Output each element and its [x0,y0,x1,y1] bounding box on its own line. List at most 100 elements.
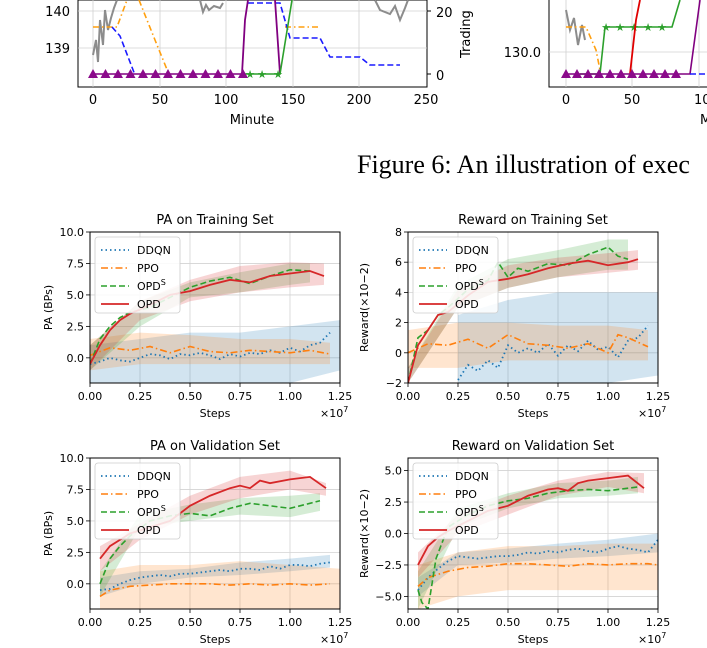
legend-label-opd: OPD [455,298,479,311]
y-tick-label: 2.5 [67,546,85,559]
tr-ytick-0: 130.0 [504,46,541,61]
tr-xtick-2: 100 [694,93,707,108]
triangle-marker [638,69,648,78]
x-tick-label: 0.00 [396,390,421,403]
tr-xtick-0: 0 [562,93,570,108]
y-axis-label: Reward(×10−2) [358,489,371,578]
y-tick-label: 0.0 [385,528,403,541]
legend-label-ddqn: DDQN [137,244,171,257]
x-tick-label: 1.00 [596,616,621,629]
y-tick-label: 2 [395,317,402,330]
triangle-marker [188,69,198,78]
legend-box [94,462,181,540]
x-tick-label: 1.00 [278,390,303,403]
series-ppo [90,345,331,357]
top-right-panel: ★ ★ ★ ★ ★ 130.0 0 50 100 M [504,0,707,128]
y-axis-label: PA (BPs) [42,511,55,556]
band-ddqn [418,533,658,597]
plot-frame [89,231,341,384]
triangle-marker [561,69,571,78]
legend-label-opds: OPDS [137,278,166,293]
legend-label-ppo: PPO [137,488,159,501]
triangle-marker [594,69,604,78]
chart-panel-4: 0.00 0.25 0.50 0.75 1.00 1.25 −5.0 −2.5 0.0 2.5 5.… [358,439,670,646]
series-opds [408,246,629,383]
y-tick-label: 0.0 [67,352,85,365]
triangle-marker [671,69,681,78]
x-tick-label: 0.75 [546,616,571,629]
triangle-marker [649,69,659,78]
legend-label-ppo: PPO [455,488,477,501]
legend-box [412,462,499,540]
tl-xtick-0: 0 [89,93,97,108]
y-tick-label: −2.5 [375,559,402,572]
chart-panel-1: 0.00 0.25 0.50 0.75 1.00 1.25 0.0 2.5 5.0 7.5 10.0… [42,213,352,420]
x-tick-label: 0.25 [128,390,153,403]
triangle-marker [163,69,173,78]
triangle-marker [150,69,161,78]
x-tick-label: 1.25 [646,390,671,403]
triangle-marker [583,69,593,78]
svg-text:★: ★ [629,21,639,34]
tl-ytick-0: 140 [45,5,70,20]
tl-ylabel-right: Trading [459,10,474,59]
legend-label-opd: OPD [455,524,479,537]
y-axis-label: Reward(×10−2) [358,263,371,352]
chart-title: Reward on Validation Set [452,439,615,454]
svg-text:★: ★ [643,21,653,34]
figure-caption: Figure 6: An illustration of exec [357,150,690,179]
tl-xlabel: Minute [230,113,274,128]
tl-xtick-3: 150 [281,93,306,108]
triangle-marker [125,69,136,78]
legend-label-ddqn: DDQN [455,244,489,257]
y-tick-label: 7.5 [67,483,85,496]
x-tick-label: 0.25 [128,616,153,629]
triangle-marker [113,69,123,78]
band-opd [90,262,324,371]
y-tick-label: 7.5 [67,257,85,270]
triangle-marker [213,69,223,78]
legend: DDQN PPO OPDS OPD [94,236,181,314]
y-tick-label: 10.0 [60,452,85,465]
legend-label-opd: OPD [137,298,161,311]
triangle-marker [175,69,186,78]
svg-text:★: ★ [257,68,267,81]
y-tick-label: 2.5 [385,496,403,509]
x-tick-label: 0.75 [546,390,571,403]
y-tick-label: 0 [395,347,402,360]
svg-text:★: ★ [601,21,611,34]
x-tick-label: 1.25 [646,616,671,629]
series-ddqn [457,325,649,381]
y-tick-label: 0.0 [67,578,85,591]
x-axis-label: Steps [518,407,549,420]
x-tick-label: 0.00 [78,390,103,403]
tl-xtick-1: 50 [152,93,169,108]
svg-text:★: ★ [615,21,625,34]
x-tick-label: 1.25 [328,616,353,629]
chart-panel-3: 0.00 0.25 0.50 0.75 1.00 1.25 0.0 2.5 5.0 7.5 10.0… [42,439,352,646]
legend-label-opds: OPDS [455,278,484,293]
plot-frame [407,231,659,384]
x-tick-label: 0.75 [228,616,253,629]
chart-title: Reward on Training Set [458,213,608,228]
y-tick-label: −5.0 [375,590,402,603]
y-tick-label: 5.0 [67,515,85,528]
y-tick-label: 5.0 [67,289,85,302]
triangle-marker [616,69,626,78]
legend-label-ddqn: DDQN [137,470,171,483]
tl-xtick-4: 200 [347,93,372,108]
band-ppo [418,543,658,609]
band-ddqn [458,292,658,383]
plot-area [90,262,340,383]
series-ppo [99,583,331,598]
y-tick-label: −2 [386,377,402,390]
y-tick-label: 5.0 [385,465,403,478]
legend-label-ddqn: DDQN [455,470,489,483]
triangle-marker [225,69,236,78]
legend-label-ppo: PPO [455,262,477,275]
series-ppo [408,333,649,354]
triangle-marker [660,69,670,78]
y-axis-label: PA (BPs) [42,285,55,330]
x-axis-exponent: ×107 [320,631,348,646]
tr-xtick-1: 50 [624,93,641,108]
